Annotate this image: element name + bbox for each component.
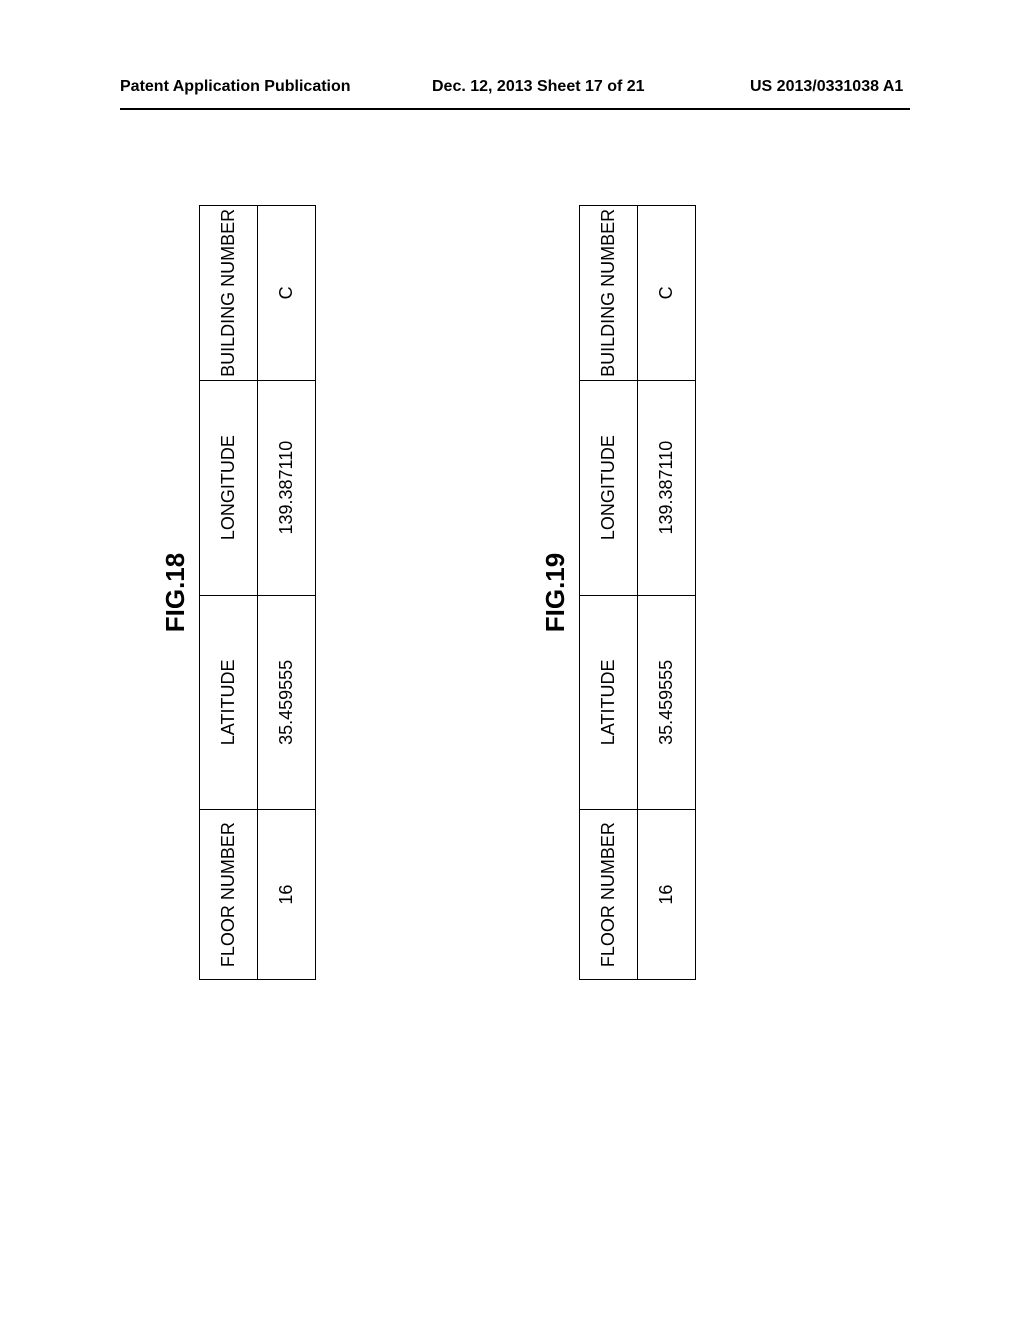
figure-18-group: FIG.18 FLOOR NUMBER LATITUDE LONGITUDE B…: [160, 205, 316, 980]
cell-latitude: 35.459555: [258, 595, 316, 810]
figure-19-group: FIG.19 FLOOR NUMBER LATITUDE LONGITUDE B…: [540, 205, 696, 980]
table-row: 16 35.459555 139.387110 C: [258, 206, 316, 980]
col-building-number: BUILDING NUMBER: [580, 206, 638, 381]
cell-building-number: C: [638, 206, 696, 381]
figure-18-label: FIG.18: [160, 205, 191, 980]
col-floor-number: FLOOR NUMBER: [580, 810, 638, 980]
figure-19-label: FIG.19: [540, 205, 571, 980]
table-header-row: FLOOR NUMBER LATITUDE LONGITUDE BUILDING…: [200, 206, 258, 980]
col-latitude: LATITUDE: [580, 595, 638, 810]
col-longitude: LONGITUDE: [580, 380, 638, 595]
header-left: Patent Application Publication: [120, 78, 351, 96]
col-floor-number: FLOOR NUMBER: [200, 810, 258, 980]
table-header-row: FLOOR NUMBER LATITUDE LONGITUDE BUILDING…: [580, 206, 638, 980]
cell-floor-number: 16: [258, 810, 316, 980]
table-row: 16 35.459555 139.387110 C: [638, 206, 696, 980]
header-center: Dec. 12, 2013 Sheet 17 of 21: [432, 78, 645, 96]
col-longitude: LONGITUDE: [200, 380, 258, 595]
cell-longitude: 139.387110: [638, 380, 696, 595]
col-building-number: BUILDING NUMBER: [200, 206, 258, 381]
figure-18-table: FLOOR NUMBER LATITUDE LONGITUDE BUILDING…: [199, 205, 316, 980]
cell-longitude: 139.387110: [258, 380, 316, 595]
cell-floor-number: 16: [638, 810, 696, 980]
cell-latitude: 35.459555: [638, 595, 696, 810]
figure-19-table: FLOOR NUMBER LATITUDE LONGITUDE BUILDING…: [579, 205, 696, 980]
figure-area: FIG.18 FLOOR NUMBER LATITUDE LONGITUDE B…: [120, 180, 910, 1180]
header-right: US 2013/0331038 A1: [750, 78, 903, 96]
header-rule: [120, 108, 910, 110]
col-latitude: LATITUDE: [200, 595, 258, 810]
cell-building-number: C: [258, 206, 316, 381]
